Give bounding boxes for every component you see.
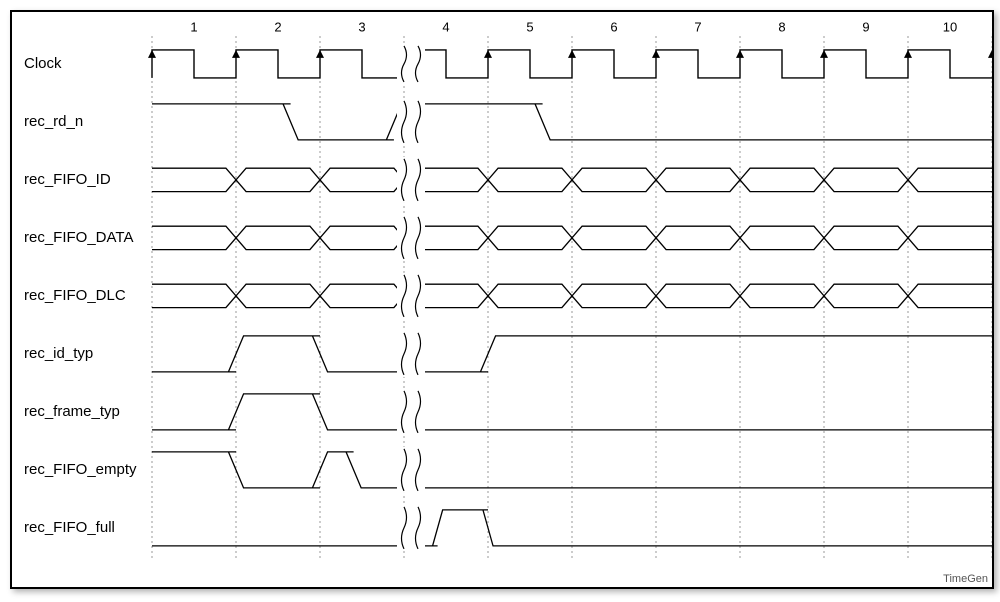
svg-text:Clock: Clock — [24, 55, 62, 72]
svg-text:2: 2 — [274, 19, 281, 34]
svg-text:5: 5 — [526, 19, 533, 34]
timing-diagram-frame: 1 2 3 4 5 6 7 8 9 10 Clock rec_rd_n rec_FIFO_ID rec_F… — [10, 10, 994, 589]
svg-text:rec_FIFO_full: rec_FIFO_full — [24, 519, 115, 536]
svg-text:rec_FIFO_DATA: rec_FIFO_DATA — [24, 229, 133, 246]
svg-text:rec_FIFO_ID: rec_FIFO_ID — [24, 171, 111, 188]
svg-text:9: 9 — [862, 19, 869, 34]
svg-text:rec_FIFO_DLC: rec_FIFO_DLC — [24, 287, 126, 304]
generator-credit: TimeGen — [943, 573, 988, 585]
svg-text:rec_rd_n: rec_rd_n — [24, 113, 83, 130]
svg-text:7: 7 — [694, 19, 701, 34]
svg-text:6: 6 — [610, 19, 617, 34]
svg-text:10: 10 — [943, 19, 957, 34]
svg-text:3: 3 — [358, 19, 365, 34]
svg-text:8: 8 — [778, 19, 785, 34]
svg-text:rec_id_typ: rec_id_typ — [24, 345, 93, 362]
svg-text:rec_FIFO_empty: rec_FIFO_empty — [24, 461, 137, 478]
svg-text:1: 1 — [190, 19, 197, 34]
svg-text:4: 4 — [442, 19, 449, 34]
timing-diagram-svg: 1 2 3 4 5 6 7 8 9 10 Clock rec_rd_n rec_FIFO_ID rec_F… — [12, 12, 992, 587]
svg-text:rec_frame_typ: rec_frame_typ — [24, 403, 120, 420]
